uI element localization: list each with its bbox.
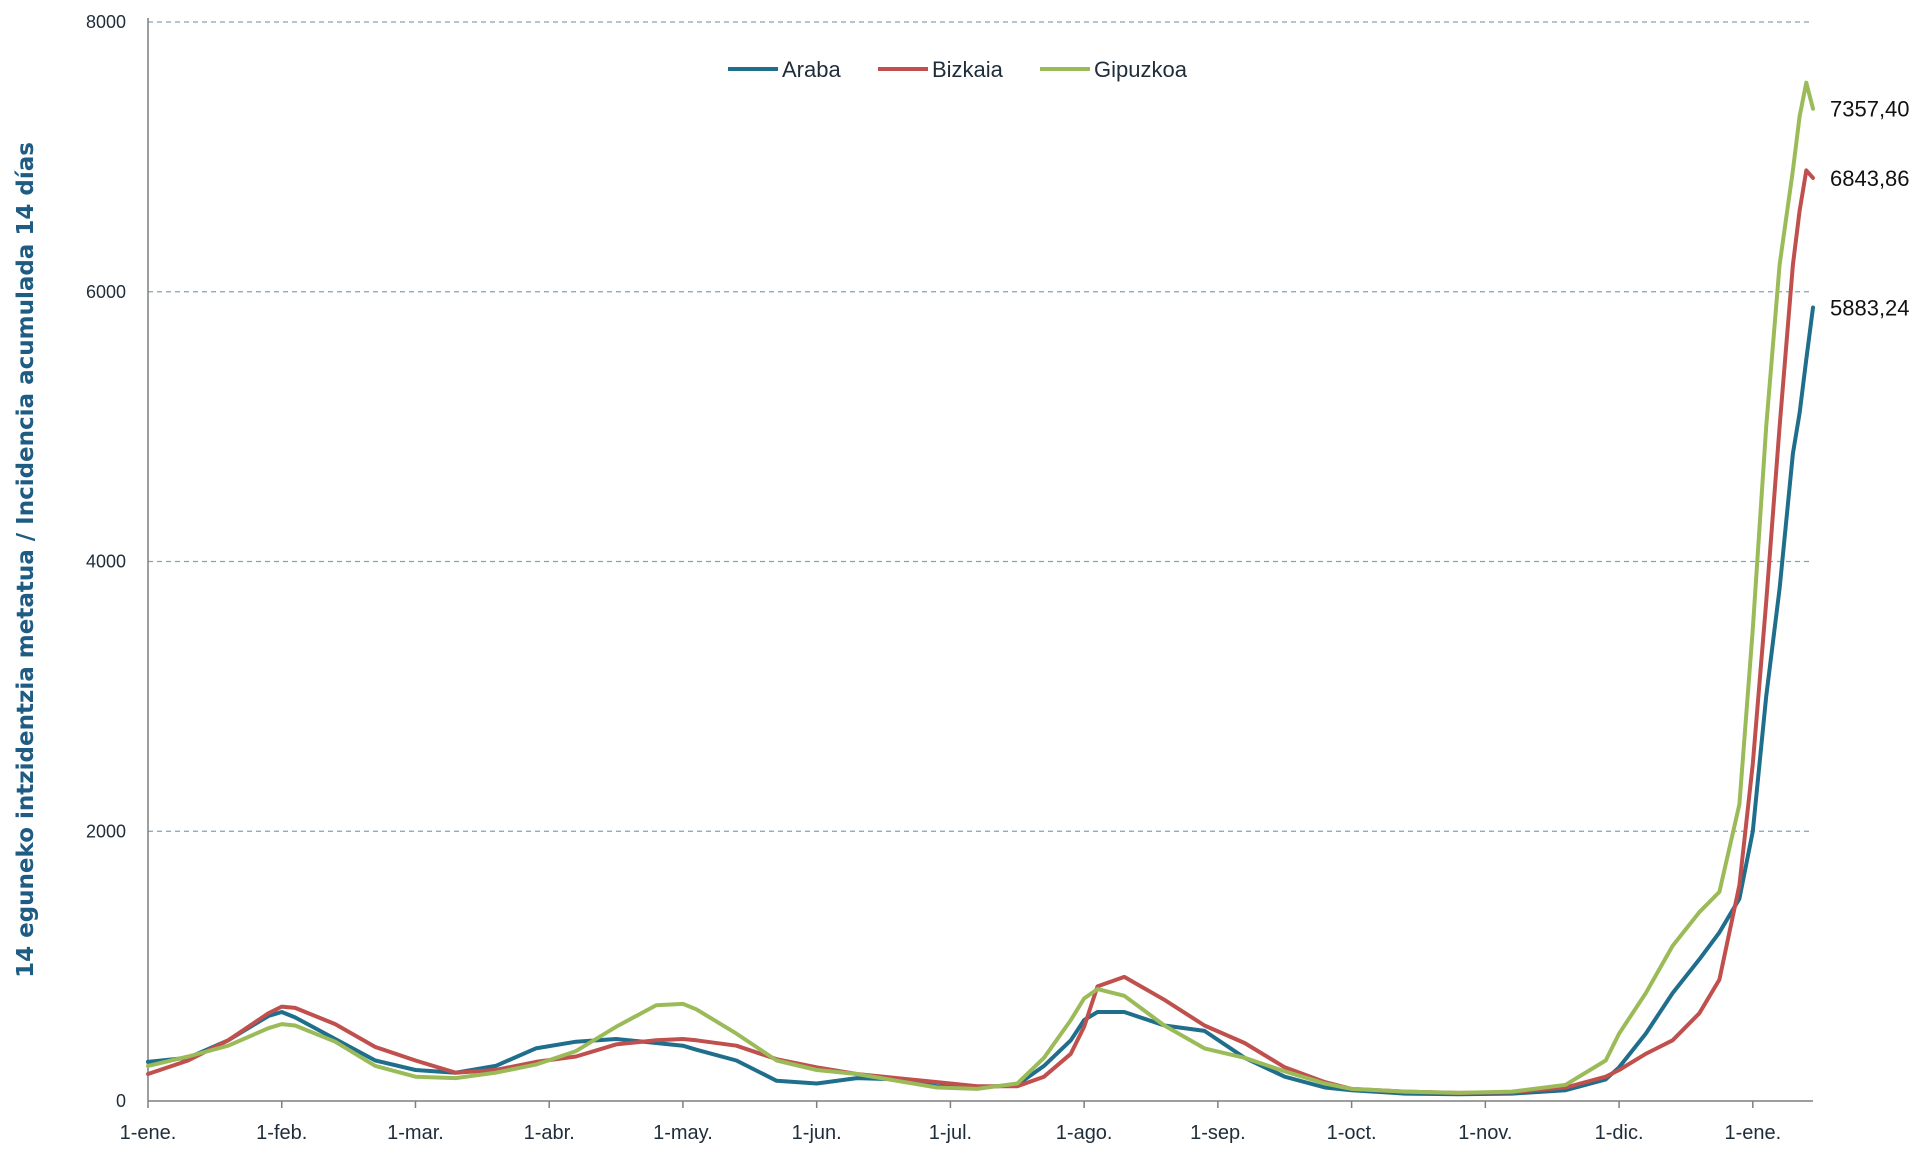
x-tick-label-7: 1-ago. <box>1056 1122 1113 1144</box>
series-line-araba <box>146 305 1815 1097</box>
end-value-labels: 5883,24 6843,86 7357,40 <box>1830 97 1910 321</box>
x-axis-ticks: 1-ene. 1-feb. 1-mar. 1-abr. 1-may. 1-jun. 1-ju… <box>120 1101 1781 1144</box>
x-tick-label-10: 1-nov. <box>1458 1122 1512 1144</box>
legend-label-gipuzkoa: Gipuzkoa <box>1094 57 1188 82</box>
y-axis-ticks: 0 2000 4000 6000 8000 <box>86 12 126 1111</box>
y-tick-label-2: 4000 <box>86 552 126 572</box>
x-tick-label-5: 1-jun. <box>792 1122 842 1144</box>
y-axis-label: 14 eguneko intzidentzia metatua / Incide… <box>13 142 39 978</box>
end-label-araba: 5883,24 <box>1830 295 1910 320</box>
x-tick-label-1: 1-feb. <box>256 1122 307 1144</box>
y-tick-label-3: 6000 <box>86 282 126 302</box>
end-label-bizkaia: 6843,86 <box>1830 166 1910 191</box>
y-tick-label-1: 2000 <box>86 821 126 841</box>
x-tick-label-12: 1-ene. <box>1724 1122 1781 1144</box>
x-tick-label-2: 1-mar. <box>387 1122 444 1144</box>
series-line-bizkaia <box>146 168 1815 1095</box>
end-label-gipuzkoa: 7357,40 <box>1830 97 1910 122</box>
x-tick-label-11: 1-dic. <box>1595 1122 1644 1144</box>
x-tick-label-0: 1-ene. <box>120 1122 177 1144</box>
y-tick-label-4: 8000 <box>86 12 126 32</box>
axes <box>147 18 1813 1102</box>
legend-label-araba: Araba <box>782 57 841 82</box>
legend-label-bizkaia: Bizkaia <box>932 57 1004 82</box>
x-tick-label-9: 1-oct. <box>1327 1122 1377 1144</box>
series-lines <box>146 80 1815 1097</box>
series-line-gipuzkoa <box>146 80 1815 1095</box>
x-tick-label-8: 1-sep. <box>1190 1122 1246 1144</box>
legend: Araba Bizkaia Gipuzkoa <box>728 57 1188 82</box>
grid-lines <box>148 21 1813 832</box>
x-tick-label-6: 1-jul. <box>929 1122 972 1144</box>
x-tick-label-3: 1-abr. <box>524 1122 575 1144</box>
x-tick-label-4: 1-may. <box>653 1122 713 1144</box>
y-tick-label-0: 0 <box>116 1091 126 1111</box>
